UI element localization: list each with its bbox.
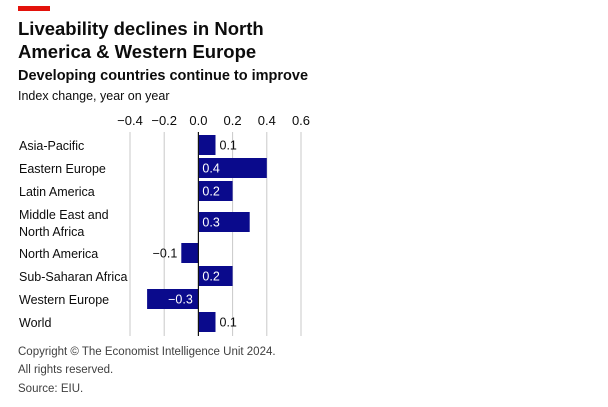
footer-source: Source: EIU. bbox=[18, 383, 84, 395]
category-label: Western Europe bbox=[19, 293, 109, 307]
bar bbox=[198, 212, 250, 232]
x-tick-label: −0.4 bbox=[117, 113, 143, 128]
x-tick-label: 0.4 bbox=[258, 113, 276, 128]
x-tick-label: 0.2 bbox=[224, 113, 242, 128]
data-label: 0.2 bbox=[202, 185, 219, 199]
data-label: −0.1 bbox=[153, 247, 178, 261]
data-label: 0.1 bbox=[220, 139, 237, 153]
x-tick-label: 0.0 bbox=[189, 113, 207, 128]
data-label: 0.4 bbox=[202, 162, 219, 176]
category-label: Latin America bbox=[19, 185, 95, 199]
chart-subtitle: Developing countries continue to improve bbox=[18, 68, 309, 84]
category-label: World bbox=[19, 316, 51, 330]
x-tick-label: −0.2 bbox=[151, 113, 177, 128]
footer-copyright: Copyright © The Economist Intelligence U… bbox=[18, 346, 276, 358]
bar bbox=[198, 158, 267, 178]
bar bbox=[198, 135, 216, 155]
category-label: Sub-Saharan Africa bbox=[19, 270, 127, 284]
data-label: 0.2 bbox=[202, 270, 219, 284]
bar bbox=[198, 312, 216, 332]
x-tick-label: 0.6 bbox=[292, 113, 310, 128]
bar bbox=[147, 289, 199, 309]
bar bbox=[198, 266, 233, 286]
bar bbox=[198, 181, 233, 201]
category-label: Eastern Europe bbox=[19, 162, 106, 176]
data-label: −0.3 bbox=[168, 293, 193, 307]
category-label: Asia-Pacific bbox=[19, 139, 84, 153]
axis-unit-label: Index change, year on year bbox=[18, 89, 170, 103]
bar bbox=[181, 243, 199, 263]
data-label: 0.3 bbox=[202, 216, 219, 230]
category-label: North America bbox=[19, 247, 98, 261]
category-label: Middle East and North Africa bbox=[19, 208, 109, 239]
data-label: 0.1 bbox=[220, 316, 237, 330]
chart-title: Liveability declines in North America & … bbox=[18, 18, 264, 62]
footer-rights: All rights reserved. bbox=[18, 364, 114, 376]
brand-accent-bar bbox=[18, 6, 50, 11]
